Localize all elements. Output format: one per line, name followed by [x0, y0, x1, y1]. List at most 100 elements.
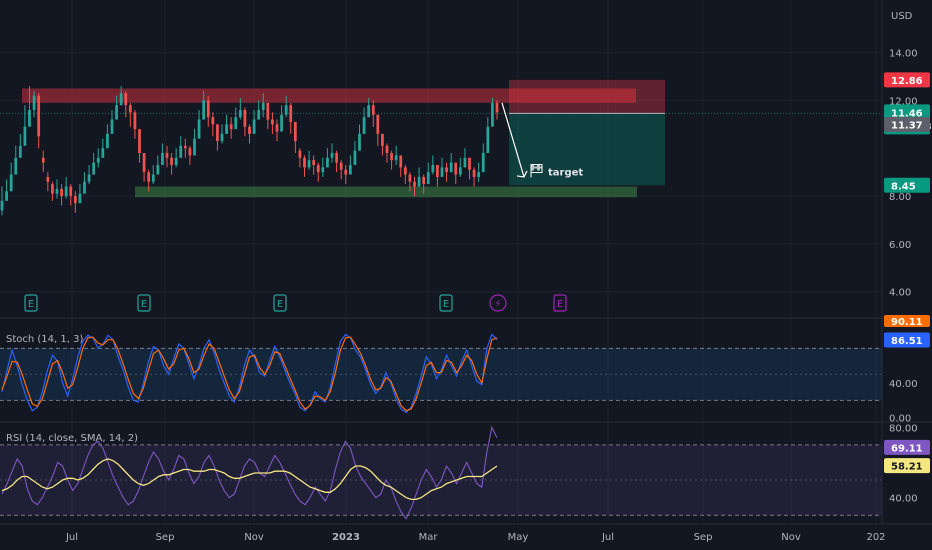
resistance-zone: [22, 88, 636, 103]
candle-body: [326, 157, 329, 168]
stoch-lines: [1, 333, 498, 414]
candle-body: [138, 129, 141, 154]
price-pane[interactable]: target E E E E ⚡ E: [0, 0, 882, 524]
time-tick-label: Mar: [419, 532, 439, 543]
candle-body: [449, 162, 453, 173]
price-badge[interactable]: 8.45: [884, 177, 930, 193]
candle-body: [417, 176, 421, 187]
rsi-ma-badge[interactable]: 58.21: [884, 458, 930, 474]
candle-body: [445, 167, 448, 173]
candle-body: [390, 153, 393, 161]
candle-body: [486, 126, 490, 154]
rsi-tick-label: 80.00: [889, 423, 918, 434]
stoch-k-badge[interactable]: 86.51: [884, 332, 930, 348]
event-marker-box: [553, 294, 567, 312]
earnings-event-icon[interactable]: E: [553, 294, 567, 312]
candle-body: [472, 169, 476, 177]
candle-body: [353, 150, 357, 165]
price-tick-label: 4.00: [889, 288, 911, 299]
stoch-pane[interactable]: Stoch (14, 1, 3): [0, 333, 882, 414]
candle-body: [73, 196, 77, 204]
event-markers[interactable]: E E E E ⚡ E: [24, 294, 567, 312]
candle-body: [422, 176, 426, 185]
stoch-d-line: [1, 336, 498, 412]
candle-body: [248, 126, 251, 134]
stoch-d-badge[interactable]: 90.11: [884, 315, 930, 328]
candle-body: [266, 102, 270, 120]
rsi-legend[interactable]: RSI (14, close, SMA, 14, 2): [6, 433, 138, 444]
candle-body: [468, 157, 471, 170]
earnings-event-icon[interactable]: E: [137, 294, 151, 312]
candle-body: [193, 138, 196, 156]
earnings-event-icon[interactable]: E: [24, 294, 38, 312]
candle-body: [0, 200, 4, 211]
candle-body: [51, 184, 54, 194]
candle-body: [14, 157, 18, 175]
candle-body: [440, 167, 444, 177]
stoch-k-badge-bg: [884, 332, 930, 348]
rsi-badge[interactable]: 69.11: [884, 439, 930, 455]
rsi-pane[interactable]: RSI (14, close, SMA, 14, 2): [0, 425, 882, 520]
time-tick-label: Nov: [781, 532, 801, 543]
candle-body: [106, 133, 109, 149]
candle-body: [261, 102, 265, 110]
candle-body: [170, 157, 173, 165]
price-badge-label: 8.45: [891, 181, 916, 192]
candle-body: [307, 160, 311, 168]
candlestick-series: [0, 86, 499, 216]
candle-body: [211, 117, 215, 125]
split-event-icon[interactable]: ⚡: [489, 294, 507, 312]
stoch-tick-label: 0.00: [889, 414, 911, 425]
earnings-event-icon[interactable]: E: [439, 294, 453, 312]
event-marker-label: E: [277, 299, 283, 310]
candle-body: [128, 105, 132, 113]
candle-body: [229, 124, 233, 130]
time-tick-label: 2023: [332, 532, 360, 543]
stoch-legend[interactable]: Stoch (14, 1, 3): [6, 334, 83, 345]
candle-body: [376, 114, 380, 134]
candle-body: [64, 186, 68, 197]
candle-body: [381, 133, 384, 146]
earnings-event-icon[interactable]: E: [273, 294, 287, 312]
candle-body: [37, 95, 41, 137]
candle-body: [321, 167, 325, 173]
candle-body: [481, 153, 485, 173]
candle-body: [293, 121, 297, 142]
time-tick-label: Jul: [601, 532, 614, 543]
price-badge[interactable]: 12.86: [884, 72, 930, 88]
flag-checker: [531, 164, 542, 171]
candle-body: [413, 181, 416, 187]
currency-label[interactable]: USD: [891, 11, 913, 22]
last-price-badge-label: 11.46: [891, 108, 923, 119]
candle-body: [257, 109, 261, 120]
rsi-tick-label: 40.00: [889, 494, 918, 505]
candle-body: [124, 93, 128, 106]
event-marker-label: E: [28, 299, 34, 310]
candle-body: [298, 150, 302, 158]
time-axis[interactable]: Jul Sep Nov 2023 Mar May Jul Sep Nov 202: [65, 532, 886, 543]
trade-zones: [0, 79, 882, 198]
candle-body: [206, 100, 210, 118]
time-tick-label: Jul: [65, 532, 78, 543]
candle-body: [385, 145, 389, 154]
candle-body: [252, 119, 256, 134]
annotations: target: [501, 102, 583, 179]
candle-body: [41, 157, 45, 163]
candle-body: [96, 157, 100, 163]
candle-body: [156, 164, 160, 175]
candle-body: [289, 105, 293, 122]
candle-body: [216, 124, 219, 142]
candle-body: [367, 105, 371, 118]
candle-body: [161, 153, 164, 165]
event-marker-label: E: [443, 299, 449, 310]
candle-body: [362, 117, 366, 134]
target-zone: [509, 113, 665, 186]
candle-body: [477, 172, 481, 177]
price-badge[interactable]: 11.37: [884, 116, 930, 132]
candle-body: [32, 95, 36, 110]
time-tick-label: May: [508, 532, 529, 543]
candle-body: [463, 157, 467, 168]
candle-body: [399, 155, 403, 168]
